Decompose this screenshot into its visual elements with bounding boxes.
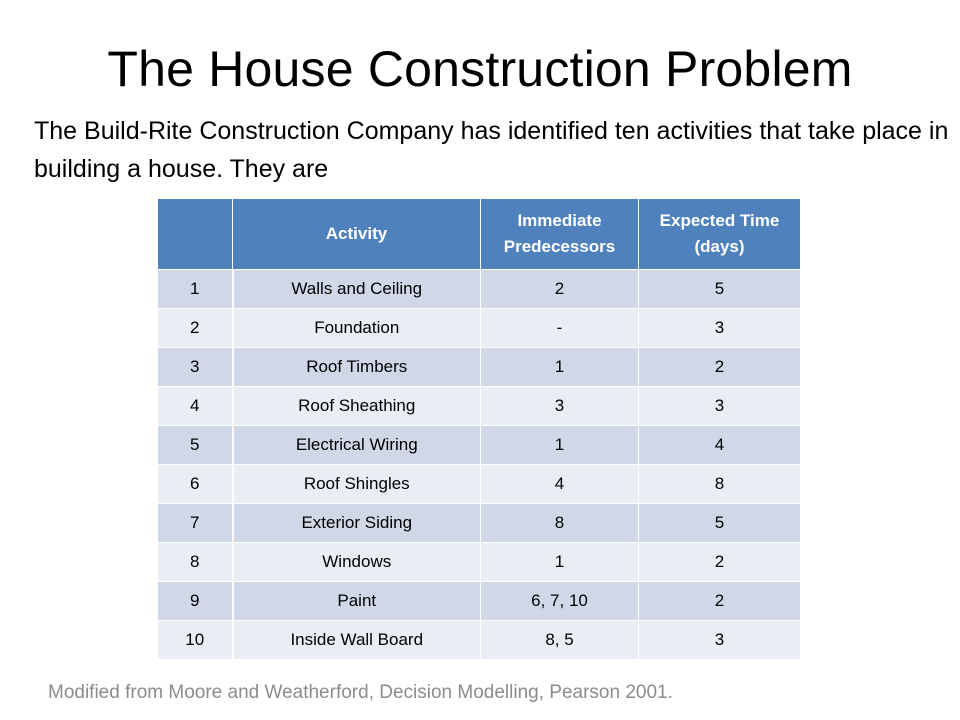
header-expected-time: Expected Time (days) bbox=[638, 198, 801, 270]
cell-predecessors: 8, 5 bbox=[480, 620, 639, 660]
cell-number: 6 bbox=[157, 464, 234, 504]
cell-predecessors: 4 bbox=[480, 464, 639, 504]
cell-activity: Roof Sheathing bbox=[232, 386, 481, 426]
cell-number: 2 bbox=[157, 308, 234, 348]
slide-title: The House Construction Problem bbox=[107, 41, 853, 97]
cell-predecessors: 3 bbox=[480, 386, 639, 426]
cell-predecessors: 8 bbox=[480, 503, 639, 543]
table-row: 3 Roof Timbers 1 2 bbox=[157, 347, 801, 387]
cell-expected-time: 5 bbox=[638, 503, 801, 543]
cell-activity: Inside Wall Board bbox=[232, 620, 481, 660]
cell-number: 5 bbox=[157, 425, 234, 465]
header-activity: Activity bbox=[232, 198, 481, 270]
table-row: 9 Paint 6, 7, 10 2 bbox=[157, 581, 801, 621]
cell-expected-time: 3 bbox=[638, 386, 801, 426]
cell-expected-time: 2 bbox=[638, 347, 801, 387]
cell-expected-time: 3 bbox=[638, 620, 801, 660]
cell-number: 4 bbox=[157, 386, 234, 426]
source-credit: Modified from Moore and Weatherford, Dec… bbox=[48, 682, 673, 703]
cell-predecessors: 1 bbox=[480, 425, 639, 465]
cell-expected-time: 4 bbox=[638, 425, 801, 465]
table-row: 10 Inside Wall Board 8, 5 3 bbox=[157, 620, 801, 660]
cell-expected-time: 2 bbox=[638, 581, 801, 621]
cell-number: 10 bbox=[157, 620, 234, 660]
cell-number: 9 bbox=[157, 581, 234, 621]
cell-activity: Foundation bbox=[232, 308, 481, 348]
cell-activity: Roof Shingles bbox=[232, 464, 481, 504]
cell-activity: Paint bbox=[232, 581, 481, 621]
table-row: 6 Roof Shingles 4 8 bbox=[157, 464, 801, 504]
table-row: 7 Exterior Siding 8 5 bbox=[157, 503, 801, 543]
cell-number: 3 bbox=[157, 347, 234, 387]
cell-activity: Windows bbox=[232, 542, 481, 582]
table-row: 4 Roof Sheathing 3 3 bbox=[157, 386, 801, 426]
cell-activity: Exterior Siding bbox=[232, 503, 481, 543]
header-predecessors: Immediate Predecessors bbox=[480, 198, 639, 270]
cell-activity: Roof Timbers bbox=[232, 347, 481, 387]
table-header-row: Activity Immediate Predecessors Expected… bbox=[157, 198, 801, 270]
cell-predecessors: 1 bbox=[480, 347, 639, 387]
cell-number: 7 bbox=[157, 503, 234, 543]
cell-expected-time: 8 bbox=[638, 464, 801, 504]
table-row: 2 Foundation - 3 bbox=[157, 308, 801, 348]
cell-activity: Electrical Wiring bbox=[232, 425, 481, 465]
cell-predecessors: - bbox=[480, 308, 639, 348]
table-row: 8 Windows 1 2 bbox=[157, 542, 801, 582]
cell-predecessors: 6, 7, 10 bbox=[480, 581, 639, 621]
activities-table: Activity Immediate Predecessors Expected… bbox=[157, 198, 801, 660]
cell-expected-time: 3 bbox=[638, 308, 801, 348]
cell-activity: Walls and Ceiling bbox=[232, 269, 481, 309]
intro-paragraph: The Build-Rite Construction Company has … bbox=[34, 117, 949, 183]
cell-predecessors: 1 bbox=[480, 542, 639, 582]
cell-number: 1 bbox=[157, 269, 234, 309]
table-row: 5 Electrical Wiring 1 4 bbox=[157, 425, 801, 465]
cell-expected-time: 5 bbox=[638, 269, 801, 309]
header-number bbox=[157, 198, 233, 270]
cell-expected-time: 2 bbox=[638, 542, 801, 582]
cell-predecessors: 2 bbox=[480, 269, 639, 309]
cell-number: 8 bbox=[157, 542, 234, 582]
table-row: 1 Walls and Ceiling 2 5 bbox=[157, 269, 801, 309]
